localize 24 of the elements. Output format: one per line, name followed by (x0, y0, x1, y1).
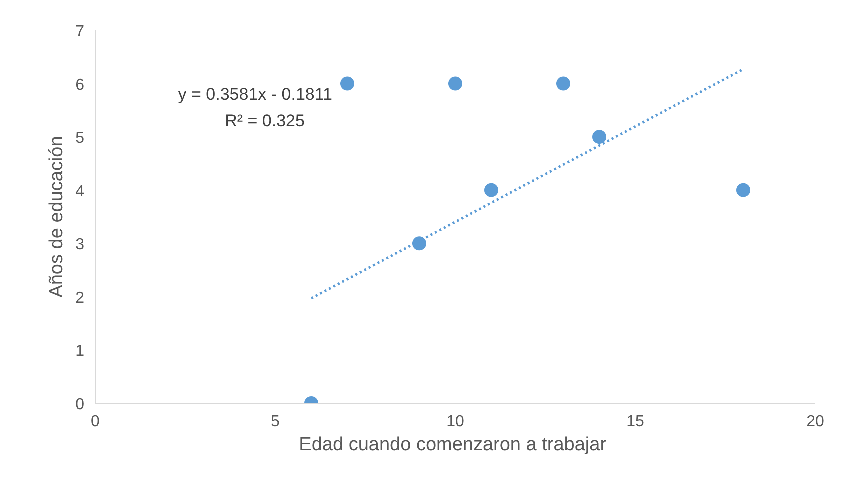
annotation: y = 0.3581x - 0.1811 (178, 84, 333, 104)
y-tick-label: 7 (76, 24, 85, 40)
y-tick-label: 5 (76, 130, 85, 148)
x-tick-label: 10 (446, 414, 464, 430)
x-tick-label: 0 (91, 414, 100, 430)
point (484, 182, 500, 198)
y-tick-label: 3 (76, 236, 85, 254)
annotation: R² = 0.325 (225, 112, 305, 131)
y-tick-label: 4 (76, 183, 85, 200)
point (340, 76, 356, 92)
y-tick-label: 1 (76, 343, 85, 360)
y-tick-label: 0 (76, 396, 85, 414)
y-tick-label: 6 (76, 76, 85, 94)
point (592, 129, 608, 146)
x-tick-label: 15 (626, 414, 644, 430)
y-tick-label: 2 (76, 290, 85, 307)
point (448, 76, 464, 92)
x-tick-label: 5 (271, 414, 280, 430)
point (412, 236, 428, 252)
point (736, 182, 752, 198)
x-tick-label: 20 (806, 414, 824, 430)
point (556, 76, 572, 92)
y-axis-title: Años de educación (46, 136, 68, 298)
x-axis-title: Edad cuando comenzaron a trabajar (299, 434, 608, 456)
